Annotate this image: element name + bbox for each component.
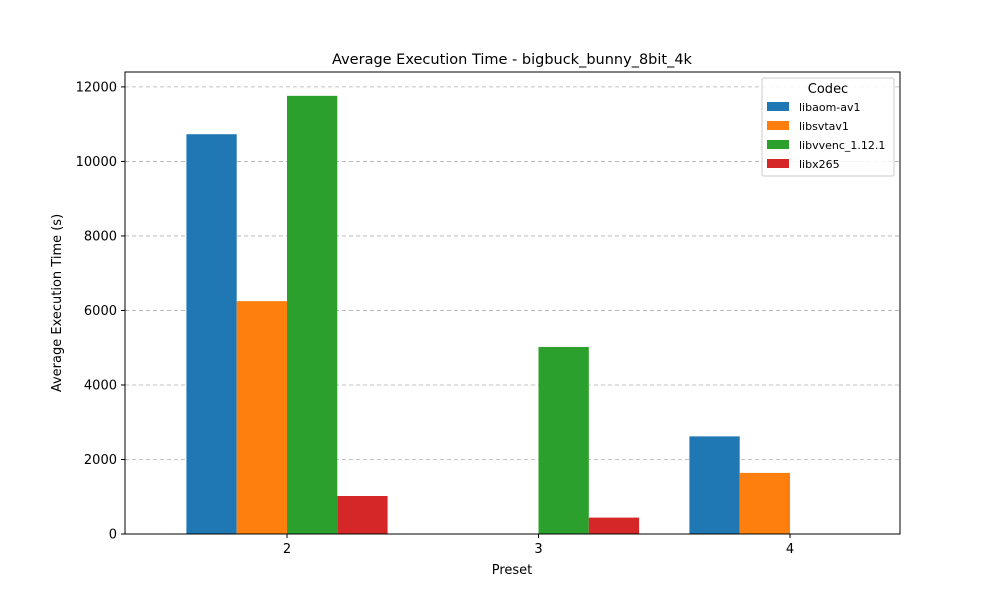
bar [538,346,589,534]
legend-title: Codec [808,82,848,97]
bar [287,95,338,535]
x-tick-label: 4 [786,542,794,557]
bars [186,95,790,535]
legend-label: libsvtav1 [799,120,849,133]
legend-swatch [767,121,789,130]
y-tick-label: 8000 [84,229,117,244]
bar [236,301,287,534]
legend-label: libx265 [799,158,840,171]
bar [186,134,237,535]
legend-swatch [767,159,789,168]
chart-title: Average Execution Time - bigbuck_bunny_8… [332,52,693,68]
y-tick-label: 0 [109,528,117,543]
y-tick-label: 6000 [84,304,117,319]
y-tick-label: 10000 [76,155,117,170]
bar [689,436,740,534]
y-tick-label: 4000 [84,378,117,393]
legend-swatch [767,140,789,149]
legend-box [761,77,895,177]
legend-swatch [767,102,789,111]
bar [739,472,790,534]
bar [588,517,640,534]
x-tick-label: 2 [283,542,291,557]
legend: Codec libaom-av1 libsvtav1 libvvenc_1.12.1l… [761,77,895,177]
legend-label: libvvenc_1.12.1 [799,139,885,152]
y-axis-label: Average Execution Time (s) [50,214,65,392]
x-tick-label: 3 [534,542,542,557]
y-tick-label: 12000 [76,80,117,95]
y-axis: 0 2000 4000 6000 8000 10000 12000 [76,80,125,543]
bar [337,495,388,534]
plot-frame [124,71,901,535]
x-axis: 2 3 4 [283,534,794,557]
y-tick-label: 2000 [84,453,117,468]
legend-label: libaom-av1 [799,101,861,114]
x-axis-label: Preset [492,563,533,578]
